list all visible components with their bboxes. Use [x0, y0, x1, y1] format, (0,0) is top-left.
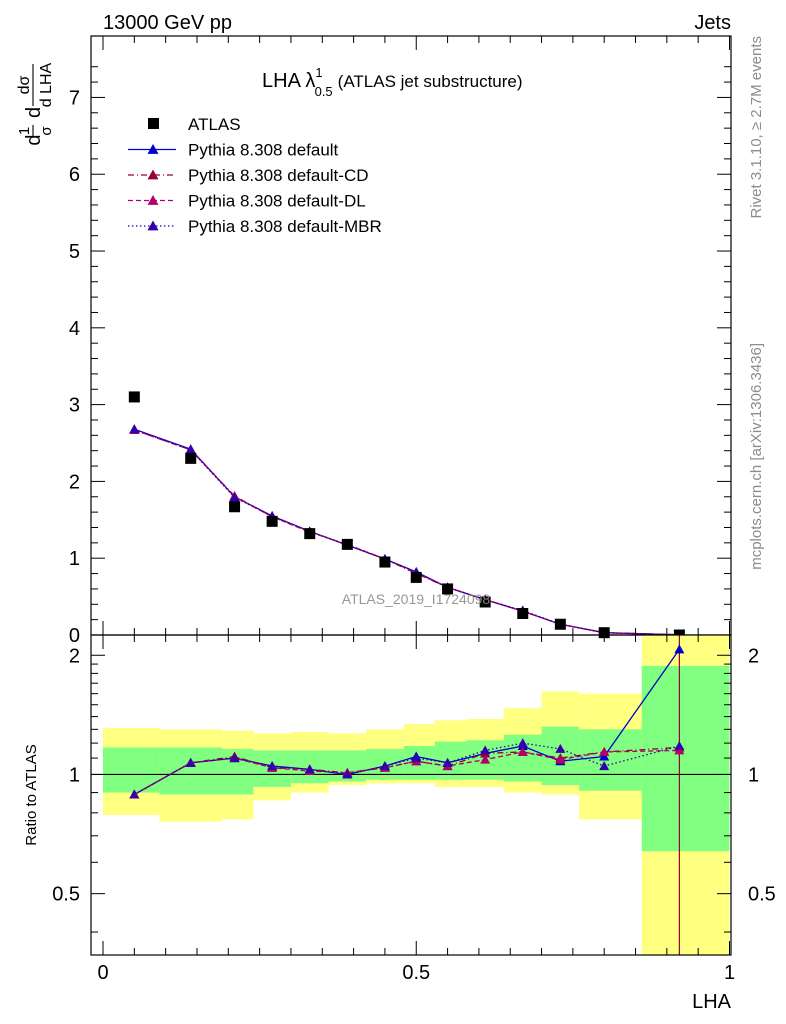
- watermark: ATLAS_2019_I1724098: [342, 591, 491, 607]
- ratio-point-3: [304, 764, 315, 774]
- ratio-ylabel: Ratio to ATLAS: [23, 744, 40, 845]
- ratio-point-3: [411, 753, 422, 763]
- ylabel-d1: d: [23, 134, 45, 145]
- ratio-point-2: [480, 754, 491, 764]
- data-point: [379, 556, 391, 568]
- y-tick-label: 5: [69, 241, 80, 263]
- ratio-point-3: [442, 757, 453, 767]
- data-point: [442, 583, 454, 595]
- y-tick-label: 1: [69, 548, 80, 570]
- rivet-label: Rivet 3.1.10, ≥ 2.7M events: [748, 36, 765, 219]
- legend-marker-4: [147, 220, 159, 231]
- data-point: [185, 452, 197, 464]
- series-point-4: [129, 424, 140, 434]
- ratio-point-3: [674, 740, 685, 750]
- data-point: [128, 391, 140, 403]
- legend: ATLAS Pythia 8.308 default Pythia 8.308 de…: [128, 115, 382, 236]
- title-main: LHA λ: [262, 70, 315, 92]
- y-tick-label: 2: [69, 471, 80, 493]
- x-tick-label: 0.5: [402, 962, 430, 984]
- data-point: [517, 607, 529, 619]
- ratio-point-3: [379, 761, 390, 771]
- band-inner: [579, 729, 642, 791]
- x-axis-label: LHA: [692, 991, 732, 1013]
- plot-title: LHA λ1 0.5 (ATLAS jet substructure): [262, 65, 523, 99]
- ratio-y-tick-label-right: 1: [748, 764, 759, 786]
- y-tick-label: 6: [69, 164, 80, 186]
- legend-label: Pythia 8.308 default-DL: [188, 192, 366, 211]
- ratio-y-tick-label: 2: [69, 645, 80, 667]
- ratio-y-tick-label-right: 2: [748, 645, 759, 667]
- series-line-4: [134, 428, 680, 636]
- band-inner: [222, 748, 254, 795]
- title-sub: 0.5: [315, 84, 333, 99]
- band-inner: [435, 741, 467, 780]
- y-tick-label: 3: [69, 395, 80, 417]
- data-point: [410, 571, 422, 583]
- data-point: [304, 528, 316, 540]
- ratio-point-3: [599, 761, 610, 771]
- ratio-point-3: [129, 789, 140, 799]
- ratio-panel: 0.5 0.5 1 1 2 2 0 0.5 1 Ratio to ATLAS LHA: [23, 634, 776, 1013]
- ratio-point-2: [517, 746, 528, 756]
- legend-marker-1: [147, 144, 159, 154]
- data-point: [266, 515, 278, 527]
- y-tick-label: 7: [69, 87, 80, 109]
- data-point: [341, 538, 353, 550]
- ratio-point-3: [555, 743, 566, 753]
- data-point: [229, 501, 241, 513]
- data-point: [479, 596, 491, 608]
- title-rest: (ATLAS jet substructure): [338, 72, 523, 91]
- legend-label: Pythia 8.308 default-CD: [188, 166, 369, 185]
- legend-label: ATLAS: [188, 115, 241, 134]
- legend-marker-2: [147, 169, 159, 180]
- y-tick-label: 0: [69, 625, 80, 647]
- ratio-point-3: [229, 753, 240, 763]
- ratio-y-tick-label: 1: [69, 764, 80, 786]
- legend-marker-data: [148, 118, 159, 129]
- ratio-point-0: [674, 644, 685, 654]
- ratio-y-tick-label: 0.5: [52, 884, 80, 906]
- legend-label: Pythia 8.308 default-MBR: [188, 217, 382, 236]
- x-tick-label: 0: [97, 962, 108, 984]
- header-right: Jets: [694, 12, 731, 34]
- mcplots-label: mcplots.cern.ch [arXiv:1306.3436]: [748, 343, 765, 570]
- series-point-4: [185, 444, 196, 454]
- main-frame: [90, 35, 732, 636]
- ratio-point-2: [599, 746, 610, 756]
- y-tick-label: 4: [69, 318, 80, 340]
- ratio-frame: [90, 634, 732, 956]
- ratio-point-2: [555, 754, 566, 764]
- y-axis-label-main: d 1 σ d dσ d LHA: [16, 62, 55, 145]
- band-inner: [641, 665, 730, 852]
- header-left: 13000 GeV pp: [103, 12, 232, 34]
- series-point-4: [229, 492, 240, 502]
- title-sup: 1: [315, 65, 322, 80]
- ylabel-one: 1: [16, 127, 33, 135]
- ylabel-dsigma: dσ: [16, 75, 33, 94]
- ratio-point-3: [480, 745, 491, 755]
- data-point: [554, 618, 566, 630]
- ratio-y-tick-label-right: 0.5: [748, 884, 776, 906]
- ylabel-dlha: d LHA: [38, 62, 55, 107]
- ratio-point-3: [517, 738, 528, 748]
- ylabel-d2: d: [23, 107, 45, 118]
- ratio-line-2: [134, 749, 680, 796]
- ratio-point-3: [342, 769, 353, 779]
- legend-marker-3: [147, 195, 159, 205]
- ratio-point-3: [267, 761, 278, 771]
- band-inner: [159, 747, 223, 795]
- ratio-point-3: [185, 757, 196, 767]
- ratio-point-0: [599, 751, 610, 761]
- legend-label: Pythia 8.308 default: [188, 141, 339, 160]
- x-tick-label: 1: [724, 962, 735, 984]
- ylabel-sigma: σ: [38, 126, 55, 136]
